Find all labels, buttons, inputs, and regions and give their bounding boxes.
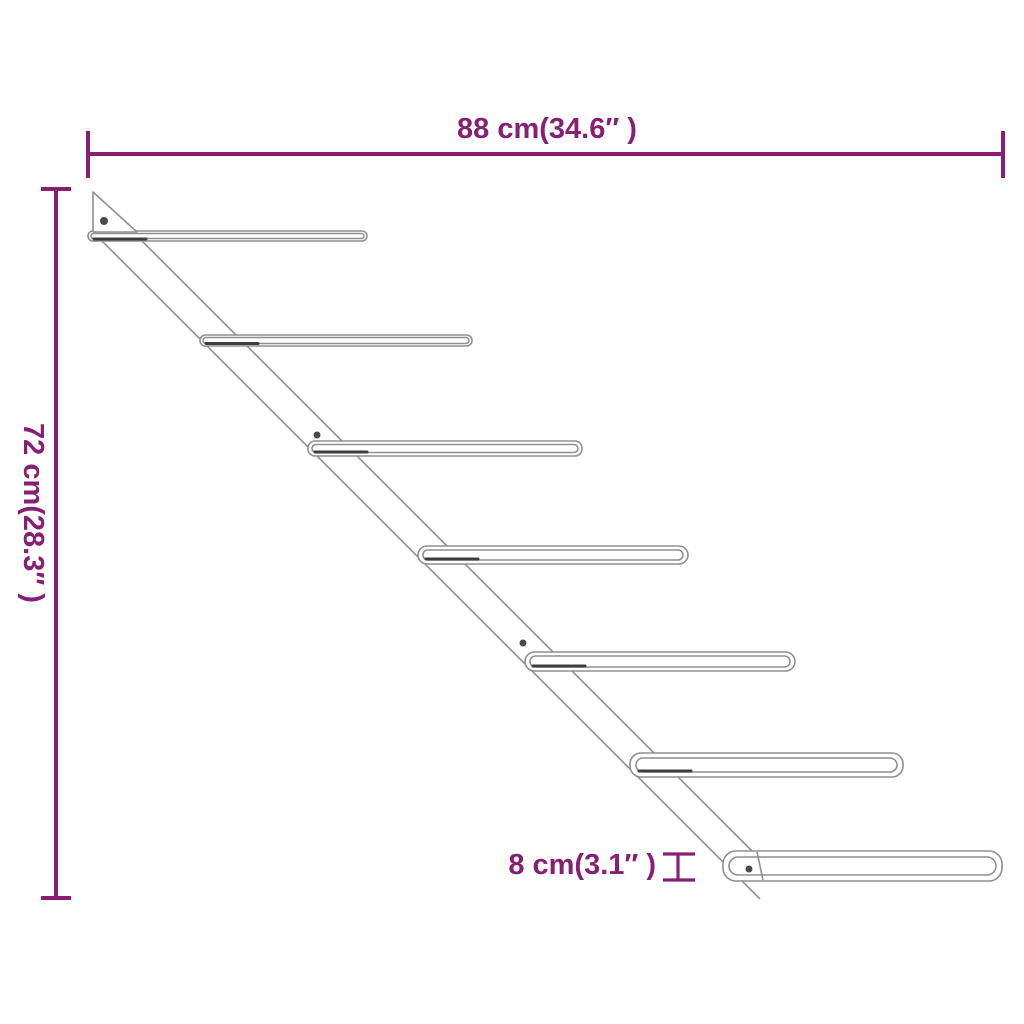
shelf-tier-4: [417, 545, 689, 565]
height-dimension-label: 72 cm(28.3″ ): [17, 423, 49, 603]
height-dimension-line: [41, 187, 71, 900]
wall-bracket: [92, 191, 138, 233]
screw-icon: [519, 639, 527, 647]
shelf-tier-7: [722, 850, 1003, 882]
tier-depth-dimension-label: 8 cm(3.1″ ): [508, 849, 656, 881]
width-dimension-label: 88 cm(34.6″ ): [457, 113, 637, 145]
mounting-screws: [100, 217, 753, 873]
shelf-tier-1: [87, 230, 368, 242]
shelf-tier-3: [307, 440, 583, 457]
width-dimension-line: [86, 131, 1005, 178]
screw-icon: [745, 865, 753, 873]
shelf-tier-5: [524, 651, 796, 672]
tier-depth-dimension-indicator: [663, 852, 695, 882]
screw-icon: [313, 431, 321, 439]
shelf-tier-6: [629, 752, 904, 778]
screw-icon: [100, 217, 108, 225]
shelf-tier-2: [199, 334, 473, 347]
